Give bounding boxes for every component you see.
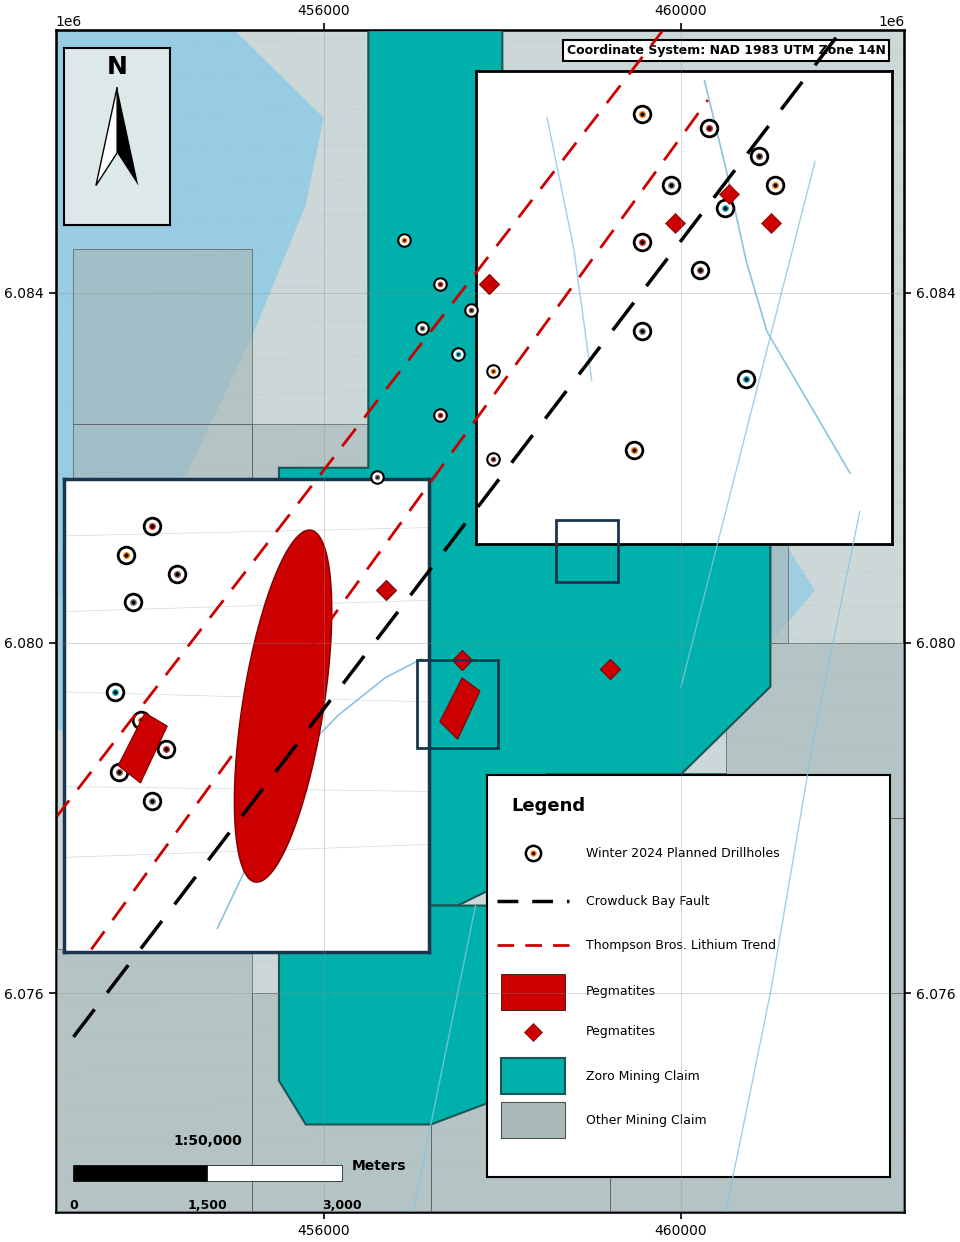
Polygon shape <box>56 512 145 730</box>
Polygon shape <box>279 905 547 1124</box>
Polygon shape <box>610 293 788 468</box>
Polygon shape <box>252 424 431 599</box>
Polygon shape <box>502 293 770 468</box>
Polygon shape <box>56 949 252 1212</box>
Polygon shape <box>726 643 904 818</box>
Polygon shape <box>610 994 904 1212</box>
Polygon shape <box>74 248 252 424</box>
Bar <box>418 661 498 748</box>
Text: 0: 0 <box>69 1199 78 1212</box>
Polygon shape <box>547 774 842 1037</box>
Bar <box>207 1165 342 1180</box>
Text: 3,000: 3,000 <box>322 1199 361 1212</box>
Polygon shape <box>591 1020 770 1169</box>
Text: Meters: Meters <box>352 1159 407 1172</box>
Polygon shape <box>610 468 788 643</box>
Bar <box>74 1165 207 1180</box>
Polygon shape <box>636 520 815 652</box>
Text: 1,500: 1,500 <box>187 1199 228 1212</box>
Polygon shape <box>56 30 324 599</box>
Text: Coordinate System: NAD 1983 UTM Zone 14N: Coordinate System: NAD 1983 UTM Zone 14N <box>566 45 886 57</box>
Bar <box>556 520 618 581</box>
Polygon shape <box>252 994 431 1212</box>
Polygon shape <box>440 678 480 739</box>
Polygon shape <box>610 118 815 293</box>
Text: 1:50,000: 1:50,000 <box>173 1134 242 1148</box>
Polygon shape <box>252 774 431 949</box>
Polygon shape <box>74 424 252 599</box>
Polygon shape <box>74 599 252 774</box>
Polygon shape <box>431 994 610 1212</box>
Polygon shape <box>74 774 252 949</box>
Polygon shape <box>279 30 770 905</box>
Polygon shape <box>726 818 904 994</box>
Polygon shape <box>699 345 842 468</box>
Polygon shape <box>118 713 167 782</box>
Polygon shape <box>56 30 904 1212</box>
